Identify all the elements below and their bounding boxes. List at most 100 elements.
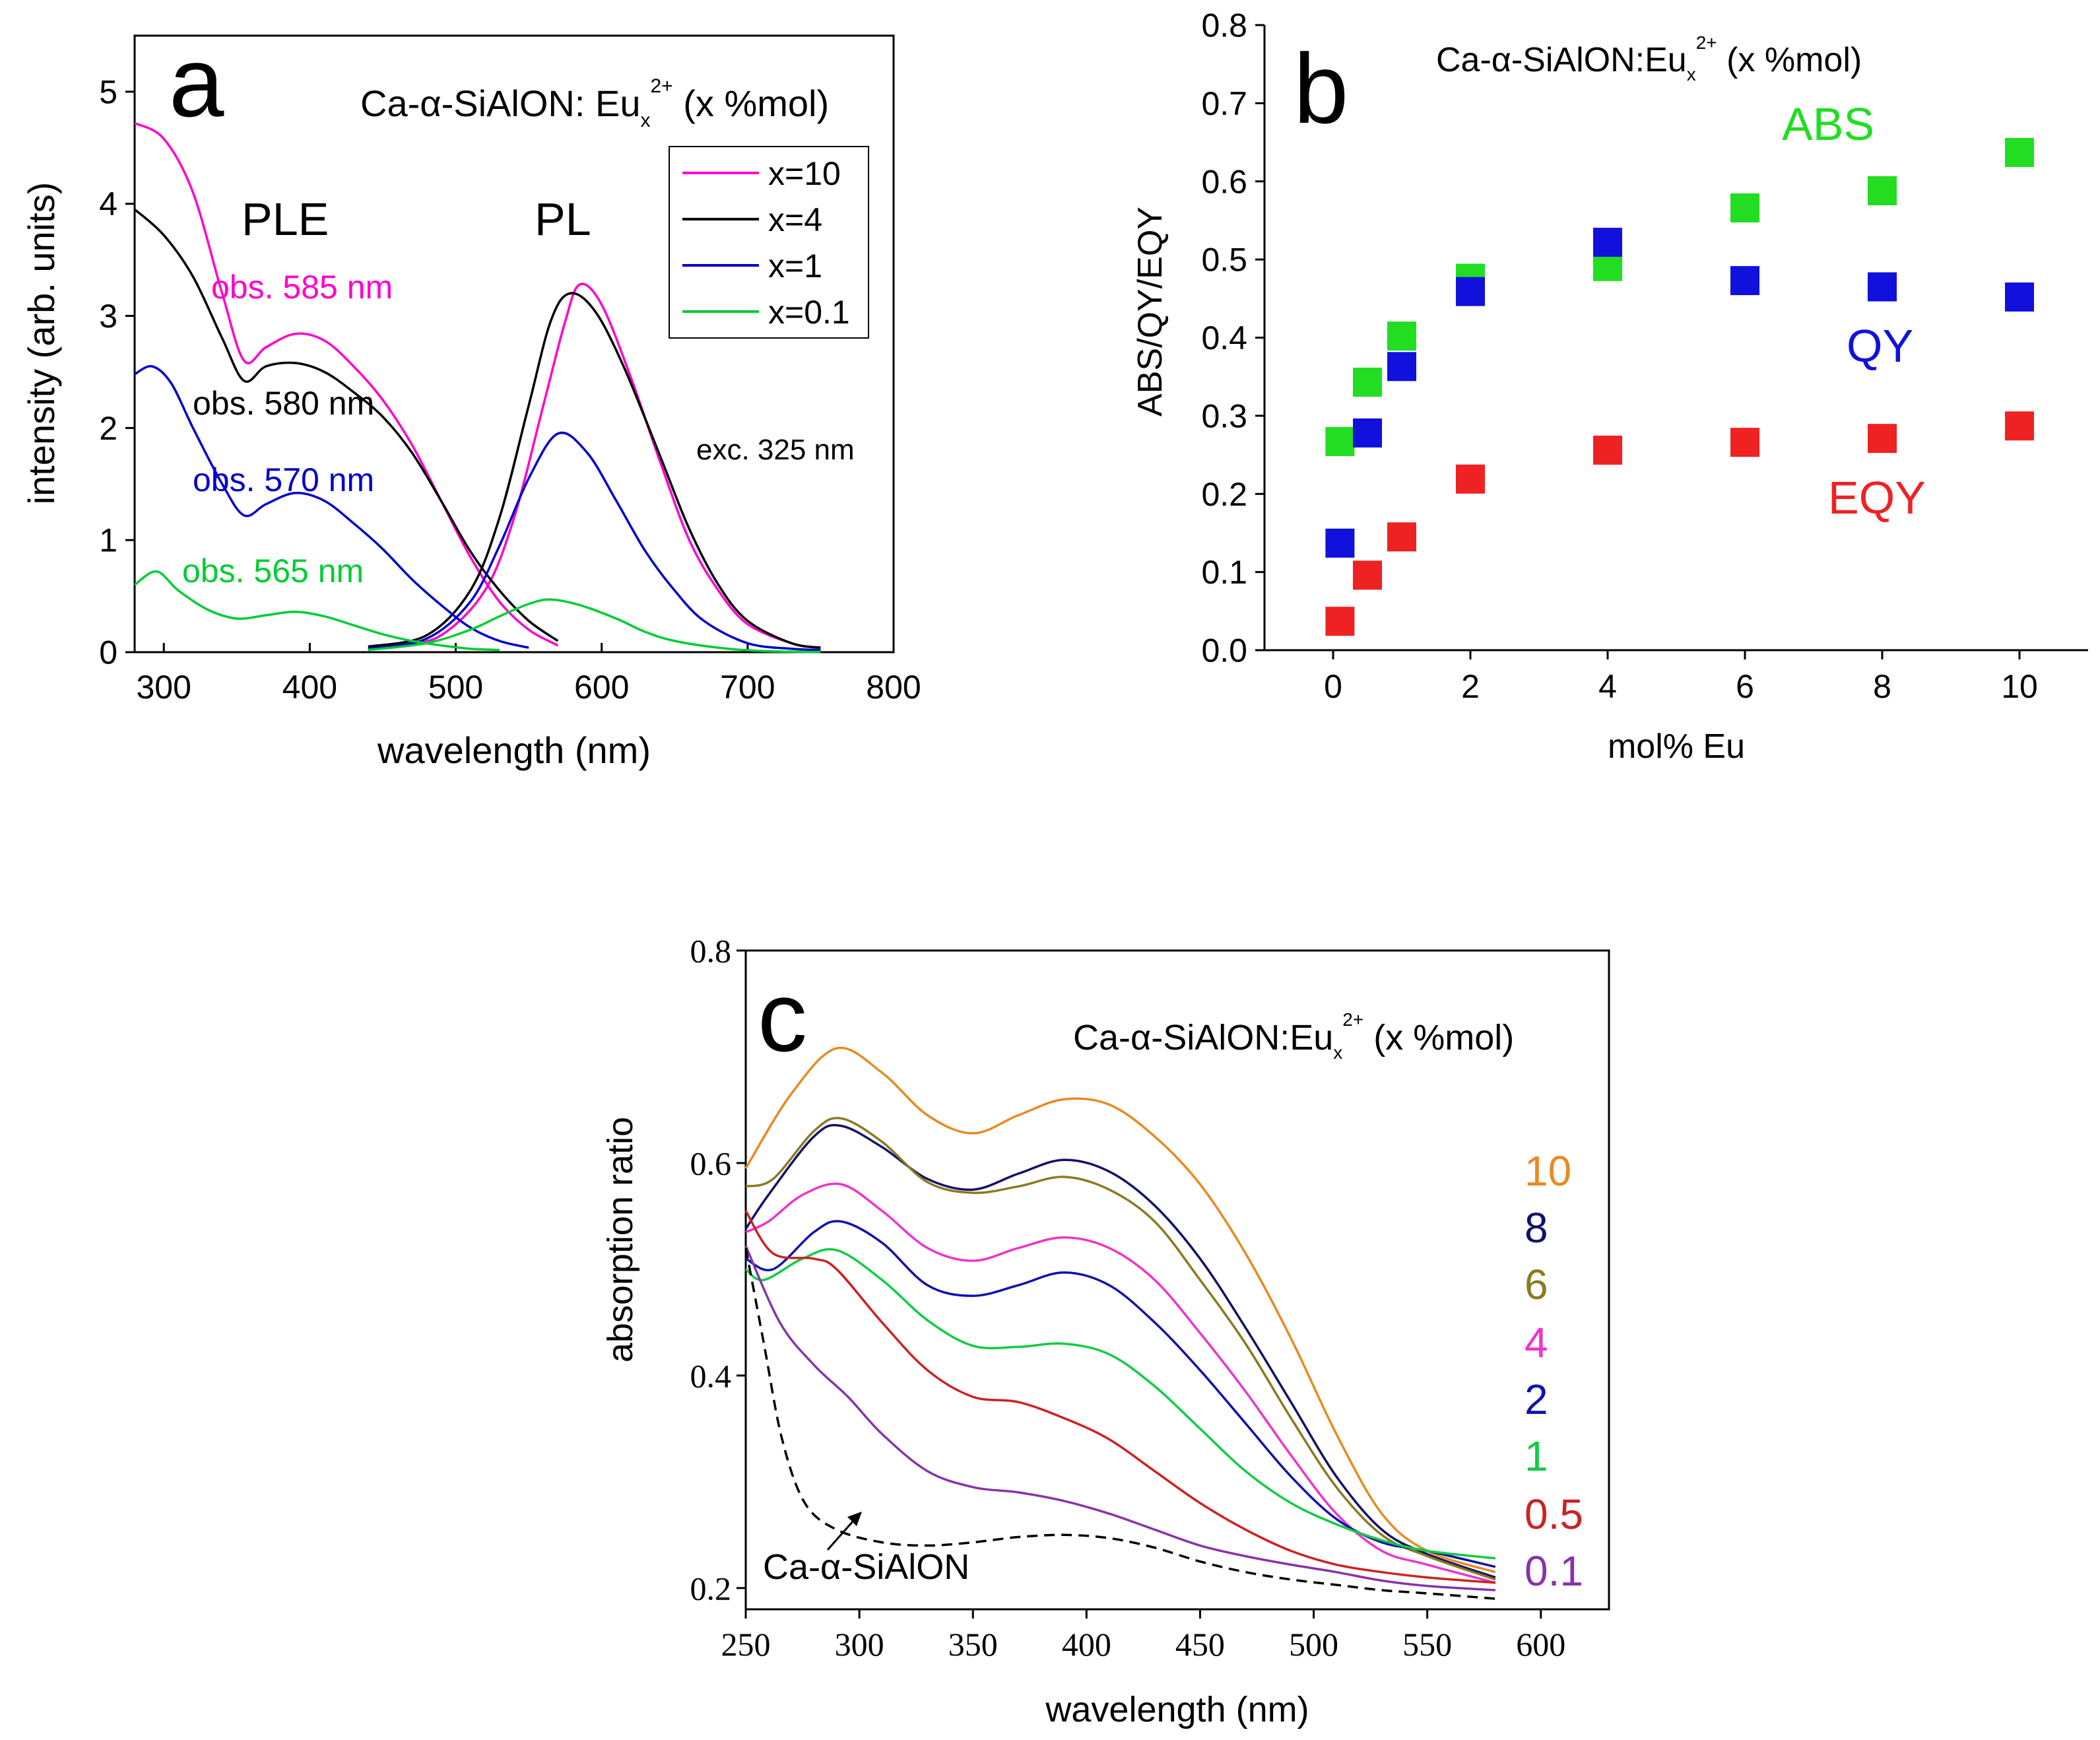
legend-label-x10: x=10 <box>768 155 841 192</box>
x-tick-label: 400 <box>282 669 337 706</box>
x-tick-label: 8 <box>1873 668 1891 705</box>
y-tick-label: 0.2 <box>1201 476 1247 513</box>
y-tick-label: 2 <box>99 410 117 447</box>
legend-label-x01: x=0.1 <box>768 294 850 331</box>
absorption-curve-1 <box>744 1123 1496 1579</box>
x-tick-label: 350 <box>948 1626 998 1663</box>
x-tick-label: 400 <box>1062 1626 1111 1663</box>
y-tick-label: 0.6 <box>1201 163 1247 200</box>
y-tick-label: 0.8 <box>690 933 732 970</box>
point-eqy <box>2005 411 2034 441</box>
x-tick-label: 6 <box>1736 668 1754 705</box>
panel-letter-a: a <box>169 26 224 137</box>
x-tick-label: 550 <box>1402 1626 1452 1663</box>
ple-curve-1 <box>133 208 559 642</box>
point-abs <box>1730 193 1759 222</box>
exc-label: exc. 325 nm <box>696 434 855 466</box>
panel-letter-c: c <box>758 961 807 1072</box>
point-abs <box>1593 251 1622 281</box>
formula-c: Ca-α-SiAlON:Eux2+ (x %mol) <box>1073 1009 1514 1063</box>
point-eqy <box>1456 464 1485 494</box>
panel-letter-b: b <box>1294 33 1348 144</box>
y-tick-label: 0.4 <box>690 1357 732 1394</box>
legend-label-x4: x=4 <box>768 201 822 238</box>
x-tick-label: 4 <box>1598 668 1617 705</box>
series-label-qy: QY <box>1847 320 1913 372</box>
legend-c-6: 6 <box>1525 1261 1548 1308</box>
ple-curve-0 <box>134 121 559 647</box>
plot-frame-a <box>133 34 895 653</box>
point-eqy <box>1593 435 1622 465</box>
point-qy <box>1730 266 1759 296</box>
x-tick-label: 300 <box>835 1626 884 1663</box>
absorption-curve-6 <box>744 1210 1496 1584</box>
point-abs <box>1353 367 1382 397</box>
pl-label: PL <box>535 193 591 245</box>
panel-b: 0 2 4 6 8 10 0.0 0.1 0.2 0.3 0.4 0.5 0.6 0.7 0.8 b Ca-… <box>1131 7 2088 766</box>
x-tick-label: 450 <box>1175 1626 1225 1663</box>
legend-c-2: 2 <box>1525 1376 1548 1423</box>
obs-label-580: obs. 580 nm <box>193 385 374 422</box>
x-tick-label: 2 <box>1461 668 1480 705</box>
absorption-curve-3 <box>745 1182 1496 1584</box>
point-abs <box>2005 137 2034 167</box>
y-tick-label: 0.6 <box>690 1145 732 1182</box>
y-tick-label: 4 <box>99 185 117 222</box>
ple-label: PLE <box>242 193 329 245</box>
y-tick-label: 1 <box>99 522 117 559</box>
legend-frame-a <box>669 146 869 339</box>
obs-label-565: obs. 565 nm <box>182 552 364 589</box>
pl-curve-3 <box>368 598 821 653</box>
obs-label-570: obs. 570 nm <box>193 461 374 498</box>
legend-c-1: 1 <box>1525 1432 1548 1480</box>
y-tick-label: 0.2 <box>690 1570 732 1607</box>
y-tick-label: 0.3 <box>1201 397 1247 434</box>
formula-a: Ca-α-SiAlON: Eux2+ (x %mol) <box>360 75 829 131</box>
x-tick-label: 600 <box>574 669 629 706</box>
absorption-curve-4 <box>745 1220 1496 1568</box>
series-label-eqy: EQY <box>1828 472 1926 523</box>
absorption-curve-7 <box>744 1245 1496 1591</box>
reference-label-c: Ca-α-SiAlON <box>763 1547 969 1587</box>
y-axis-title-b: ABS/QY/EQY <box>1131 207 1169 417</box>
obs-label-585: obs. 585 nm <box>211 269 393 306</box>
panel-a: 300 400 500 600 700 800 0 1 2 3 4 5 a Ca-α-SiAlON: … <box>20 26 921 771</box>
point-qy <box>1325 528 1355 558</box>
point-eqy <box>1730 428 1759 457</box>
pl-curve-1 <box>368 292 821 649</box>
point-qy <box>1868 272 1897 302</box>
x-tick-label: 800 <box>866 669 921 706</box>
y-axis-title-a: intensity (arb. units) <box>20 182 62 505</box>
ple-curve-2 <box>134 365 529 649</box>
x-tick-label: 600 <box>1516 1626 1565 1663</box>
absorption-curve-0 <box>744 1046 1496 1574</box>
formula-b: Ca-α-SiAlON:Eux2+ (x %mol) <box>1436 32 1862 84</box>
point-qy <box>1387 352 1416 382</box>
legend-a: x=10 x=4 x=1 x=0.1 <box>669 146 869 339</box>
y-tick-label: 0 <box>99 634 117 671</box>
legend-c-4: 4 <box>1525 1319 1548 1366</box>
point-abs <box>1387 321 1416 351</box>
x-tick-label: 0 <box>1324 668 1342 705</box>
series-label-abs: ABS <box>1782 98 1874 150</box>
x-tick-label: 700 <box>720 669 775 706</box>
point-qy <box>1593 228 1622 257</box>
point-qy <box>2005 282 2034 312</box>
x-tick-label: 300 <box>137 669 191 706</box>
point-qy <box>1456 277 1485 306</box>
pl-curve-2 <box>368 431 821 652</box>
plot-frame-c <box>744 949 1610 1611</box>
y-tick-label: 0.1 <box>1201 554 1247 591</box>
point-abs <box>1868 176 1897 205</box>
legend-label-x1: x=1 <box>768 248 822 284</box>
ple-curve-3 <box>133 570 500 652</box>
point-abs <box>1325 426 1355 456</box>
x-tick-label: 250 <box>721 1626 771 1663</box>
y-tick-label: 0.5 <box>1201 242 1247 279</box>
x-axis-title-a: wavelength (nm) <box>377 729 651 771</box>
y-tick-label: 0.0 <box>1201 632 1247 669</box>
panel-c: 250 300 350 400 450 500 550 600 0.2 0.4 0.6 0.8 c C… <box>601 933 1610 1729</box>
x-tick-label: 500 <box>1289 1626 1338 1663</box>
legend-c-05: 0.5 <box>1525 1490 1583 1538</box>
